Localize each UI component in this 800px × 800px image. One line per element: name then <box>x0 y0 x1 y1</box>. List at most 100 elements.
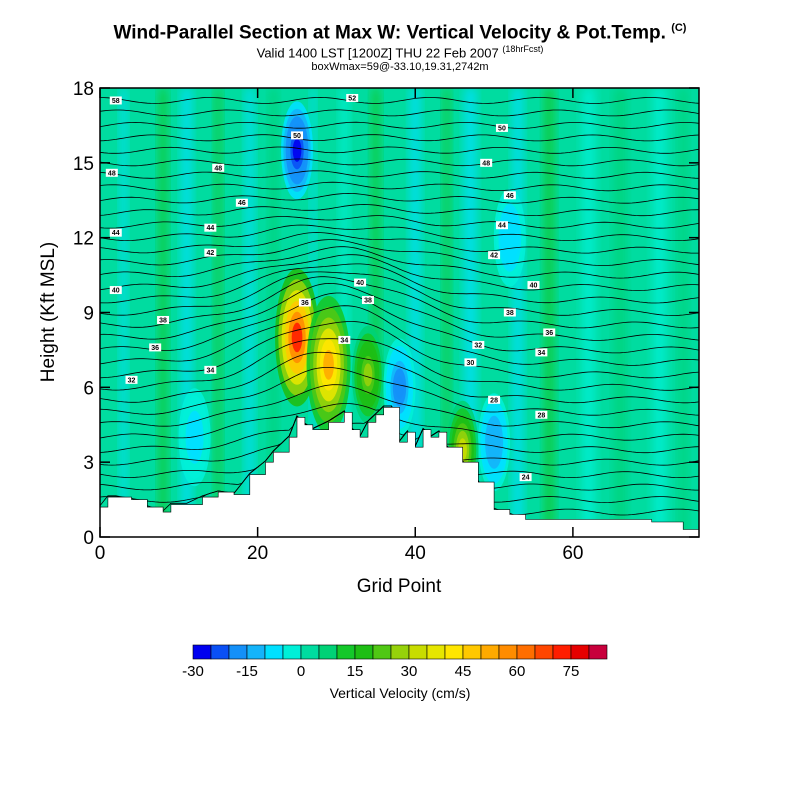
svg-text:38: 38 <box>506 310 514 317</box>
svg-text:24: 24 <box>522 475 530 482</box>
colorbar-tick-label: 75 <box>563 663 580 680</box>
contour-label: 40 <box>527 281 540 290</box>
y-tick-label: 0 <box>83 528 94 549</box>
svg-text:46: 46 <box>506 193 514 200</box>
colorbar-swatch <box>498 644 518 660</box>
svg-text:32: 32 <box>128 377 136 384</box>
velocity-cell <box>351 325 384 424</box>
velocity-streak <box>614 88 626 537</box>
contour-label: 48 <box>105 168 118 177</box>
contour-label: 48 <box>480 158 493 167</box>
colorbar-swatch <box>372 644 392 660</box>
svg-text:42: 42 <box>490 253 498 260</box>
contour-label: 38 <box>361 296 374 305</box>
colorbar-swatch <box>408 644 428 660</box>
chart-subtitle: Valid 1400 LST [1200Z] THU 22 Feb 2007 (… <box>256 44 544 61</box>
y-tick-label: 12 <box>73 229 94 250</box>
colorbar-swatch <box>588 644 608 660</box>
theta-contour <box>100 292 699 354</box>
velocity-cell <box>178 388 211 487</box>
theta-contour <box>100 232 699 254</box>
contour-label: 32 <box>472 340 485 349</box>
theta-contour <box>100 367 699 416</box>
y-tick-label: 6 <box>83 378 94 399</box>
svg-text:50: 50 <box>498 125 506 132</box>
colorbar-swatch <box>300 644 320 660</box>
colorbar-tick-label: -30 <box>182 663 204 680</box>
velocity-streak <box>653 88 666 537</box>
theta-contour <box>100 158 699 167</box>
contour-label: 40 <box>354 278 367 287</box>
theta-contour <box>100 215 699 229</box>
y-tick-label: 3 <box>83 453 94 474</box>
theta-contour <box>100 338 699 391</box>
colorbar-swatch <box>246 644 266 660</box>
theta-contour <box>100 263 699 304</box>
svg-text:40: 40 <box>530 283 538 290</box>
colorbar-tick-label: -15 <box>236 663 258 680</box>
terrain <box>99 407 700 538</box>
theta-contour <box>100 246 699 279</box>
theta-contour <box>100 271 699 316</box>
colorbar-swatch <box>318 644 338 660</box>
x-axis-label: Grid Point <box>357 576 442 597</box>
svg-text:42: 42 <box>206 250 214 257</box>
x-tick-label: 20 <box>247 543 268 564</box>
svg-text:34: 34 <box>340 337 348 344</box>
contour-label: 36 <box>543 328 556 337</box>
theta-contour <box>100 321 699 379</box>
contour-label: 50 <box>291 131 304 140</box>
colorbar-swatch <box>264 644 284 660</box>
chart-title: Wind-Parallel Section at Max W: Vertical… <box>113 22 687 44</box>
velocity-streak <box>159 88 167 537</box>
svg-text:34: 34 <box>537 350 545 357</box>
colorbar-swatch <box>516 644 536 660</box>
contour-label: 42 <box>488 251 501 260</box>
contour-label: 44 <box>204 223 217 232</box>
svg-text:28: 28 <box>490 397 498 404</box>
contour-label: 38 <box>503 308 516 317</box>
svg-text:46: 46 <box>238 200 246 207</box>
colorbar-swatch <box>210 644 230 660</box>
y-tick-label: 15 <box>73 154 94 175</box>
theta-contour <box>100 282 699 341</box>
velocity-streak <box>269 88 278 537</box>
colorbar-label: Vertical Velocity (cm/s) <box>330 685 471 701</box>
x-tick-label: 60 <box>562 543 583 564</box>
colorbar-swatch <box>444 644 464 660</box>
svg-text:48: 48 <box>108 170 116 177</box>
svg-text:36: 36 <box>151 345 159 352</box>
theta-contour <box>100 239 699 266</box>
box-wmax-info: boxWmax=59@-33.10,19.31,2742m <box>311 61 489 73</box>
velocity-streak <box>371 88 380 537</box>
theta-contour <box>100 109 699 117</box>
svg-text:52: 52 <box>348 95 356 102</box>
colorbar-swatch <box>354 644 374 660</box>
theta-contour <box>100 96 699 104</box>
svg-text:50: 50 <box>293 133 301 140</box>
potential-temperature-contours <box>100 96 699 516</box>
contour-label: 44 <box>109 228 122 237</box>
theta-contour <box>100 134 699 142</box>
y-tick-label: 9 <box>83 304 94 325</box>
colorbar-tick-label: 45 <box>455 663 472 680</box>
colorbar-swatch <box>228 644 248 660</box>
title-mark: (C) <box>671 22 687 34</box>
theta-contour <box>100 276 699 329</box>
colorbar-tick-label: 30 <box>401 663 418 680</box>
velocity-cell <box>478 393 511 492</box>
contour-label: 32 <box>125 375 138 384</box>
theta-contour <box>100 192 699 204</box>
svg-text:48: 48 <box>482 160 490 167</box>
colorbar-swatch <box>426 644 446 660</box>
contour-label: 24 <box>519 473 532 482</box>
colorbar-tick-label: 15 <box>347 663 364 680</box>
theta-contour <box>100 254 699 291</box>
theta-contour <box>100 305 699 366</box>
colorbar-swatch <box>534 644 554 660</box>
contour-label: 34 <box>338 335 351 344</box>
contour-label: 42 <box>204 248 217 257</box>
contour-label: 48 <box>212 163 225 172</box>
